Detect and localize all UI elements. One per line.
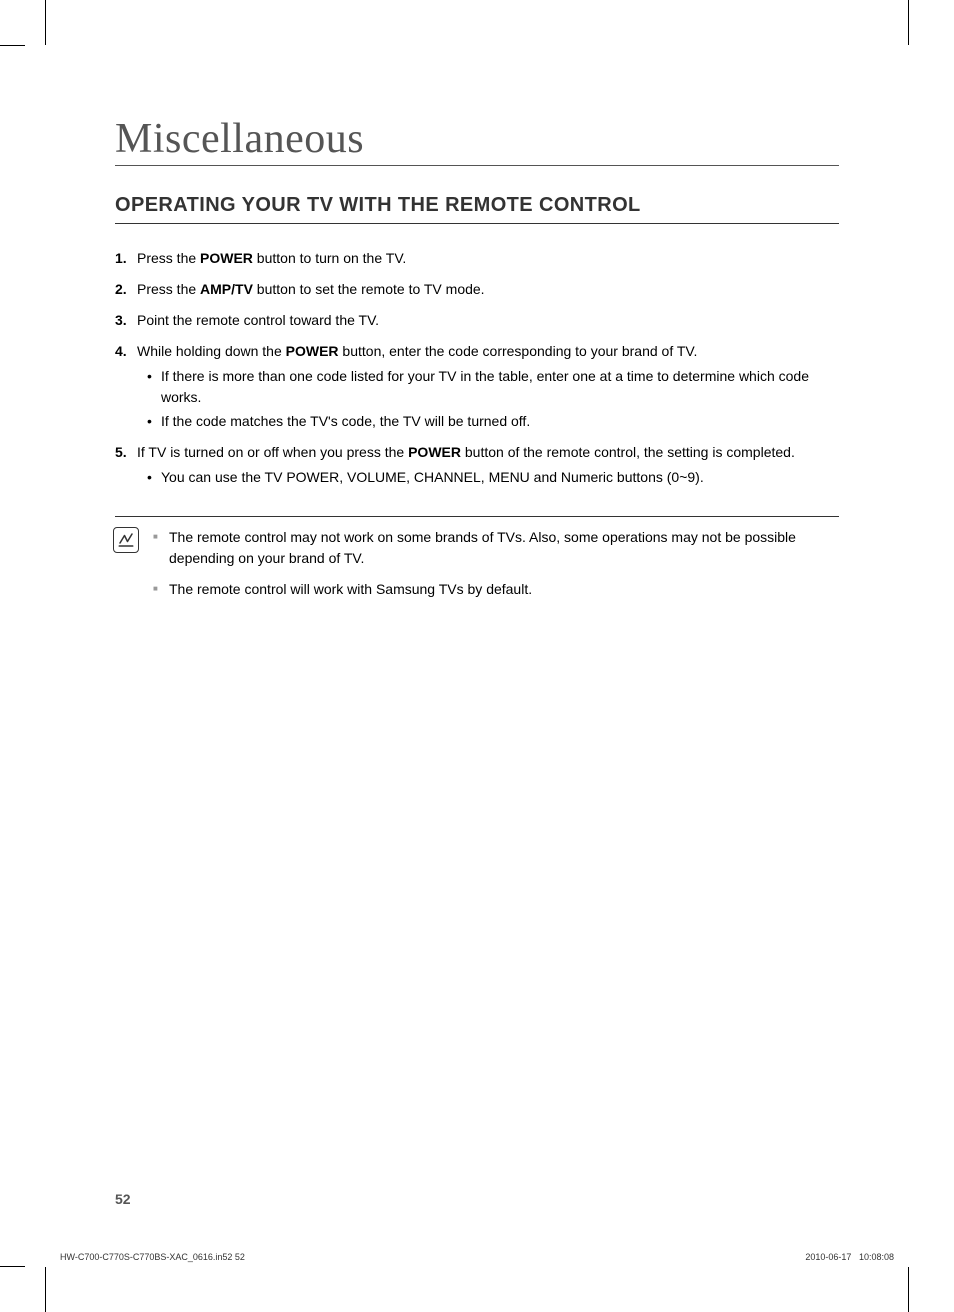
step-text: If TV is turned on or off when you press…	[137, 444, 408, 460]
section-title: Miscellaneous	[115, 115, 839, 166]
sub-bullet-item: If the code matches the TV's code, the T…	[147, 411, 839, 432]
step-bold: POWER	[200, 250, 253, 266]
sub-bullet-item: If there is more than one code listed fo…	[147, 366, 839, 408]
step-number: 3.	[115, 310, 127, 331]
step-number: 2.	[115, 279, 127, 300]
footer-datetime: 2010-06-17 10:08:08	[805, 1252, 894, 1262]
crop-mark	[45, 0, 46, 45]
step-bold: POWER	[408, 444, 461, 460]
crop-mark	[908, 0, 909, 45]
step-bold: AMP/TV	[200, 281, 253, 297]
footer-time: 10:08:08	[859, 1252, 894, 1262]
page-number: 52	[115, 1191, 131, 1207]
step-text: Press the	[137, 281, 200, 297]
sub-bullets: If there is more than one code listed fo…	[137, 366, 839, 432]
step-item: 2. Press the AMP/TV button to set the re…	[115, 279, 839, 300]
step-text-after: button, enter the code corresponding to …	[339, 343, 698, 359]
step-text-after: button of the remote control, the settin…	[461, 444, 795, 460]
step-text: Point the remote control toward the TV.	[137, 312, 379, 328]
step-item: 4. While holding down the POWER button, …	[115, 341, 839, 432]
sub-bullets: You can use the TV POWER, VOLUME, CHANNE…	[137, 467, 839, 488]
step-item: 5. If TV is turned on or off when you pr…	[115, 442, 839, 488]
note-list: The remote control may not work on some …	[153, 527, 839, 610]
step-text-after: button to set the remote to TV mode.	[253, 281, 485, 297]
step-number: 5.	[115, 442, 127, 463]
note-item: The remote control will work with Samsun…	[153, 579, 839, 600]
step-number: 1.	[115, 248, 127, 269]
footer-date: 2010-06-17	[805, 1252, 851, 1262]
step-text: While holding down the	[137, 343, 286, 359]
crop-mark	[908, 1267, 909, 1312]
step-item: 3. Point the remote control toward the T…	[115, 310, 839, 331]
note-item: The remote control may not work on some …	[153, 527, 839, 569]
step-item: 1. Press the POWER button to turn on the…	[115, 248, 839, 269]
note-section: The remote control may not work on some …	[115, 516, 839, 610]
step-text: Press the	[137, 250, 200, 266]
crop-mark	[0, 45, 25, 46]
step-number: 4.	[115, 341, 127, 362]
step-list: 1. Press the POWER button to turn on the…	[115, 248, 839, 488]
crop-mark	[45, 1267, 46, 1312]
sub-bullet-item: You can use the TV POWER, VOLUME, CHANNE…	[147, 467, 839, 488]
subsection-title: OPERATING YOUR TV WITH THE REMOTE CONTRO…	[115, 194, 839, 224]
page-content: Miscellaneous OPERATING YOUR TV WITH THE…	[0, 0, 954, 610]
step-text-after: button to turn on the TV.	[253, 250, 406, 266]
footer-filename: HW-C700-C770S-C770BS-XAC_0616.in52 52	[60, 1252, 245, 1262]
note-icon	[113, 527, 139, 553]
crop-mark	[0, 1266, 25, 1267]
step-bold: POWER	[286, 343, 339, 359]
